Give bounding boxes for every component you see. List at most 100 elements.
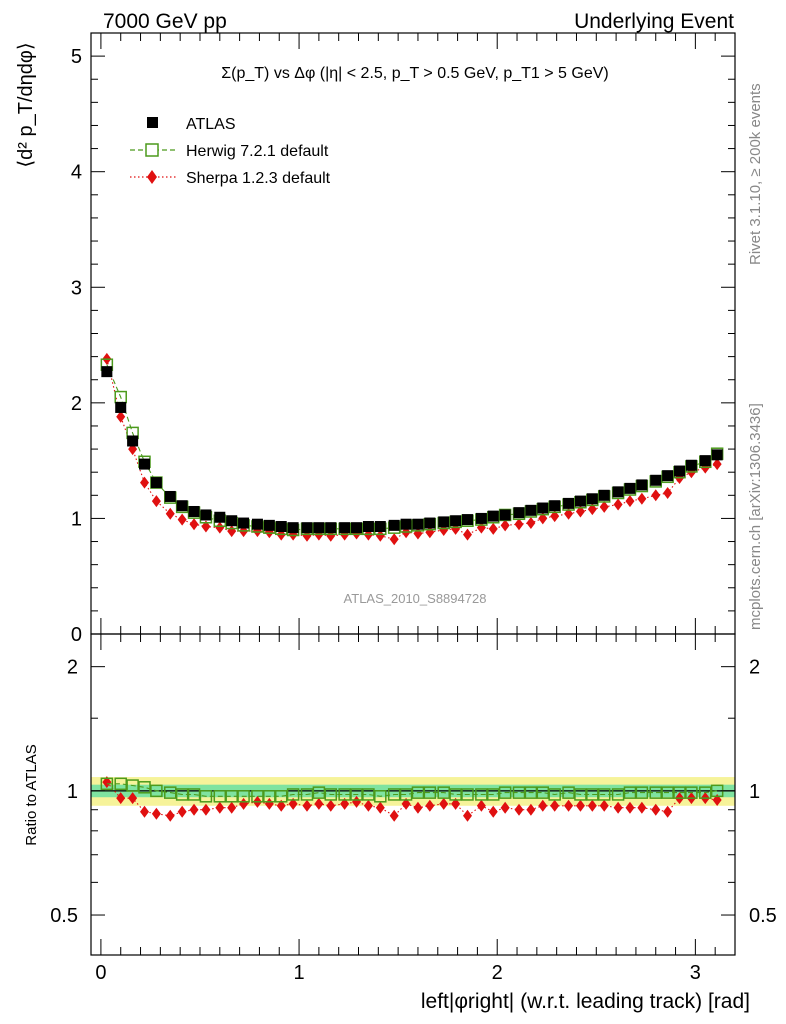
main-point-sherpa	[613, 498, 623, 511]
ratio-point-sherpa	[538, 799, 548, 812]
ratio-point-herwig	[449, 788, 462, 801]
main-point-atlas	[711, 449, 723, 461]
ratio-point-herwig	[423, 786, 437, 799]
main-point-atlas	[624, 482, 636, 494]
ratio-panel: 0 1 2 3 0.5 0.5 1 1 2 2 Ratio to ATLAS left|φrigh…	[23, 633, 777, 1013]
main-point-atlas	[685, 459, 697, 471]
ratio-point-herwig	[649, 786, 662, 799]
main-point-sherpa	[651, 489, 661, 502]
main-point-sherpa	[462, 528, 472, 541]
ratio-point-sherpa	[625, 801, 635, 814]
main-ytick-label: 5	[71, 46, 82, 68]
main-point-sherpa	[663, 486, 673, 499]
main-point-sherpa	[375, 529, 385, 542]
ratio-point-herwig	[411, 786, 425, 799]
ratio-point-herwig	[611, 788, 625, 801]
ratio-point-sherpa	[140, 805, 150, 818]
ratio-point-sherpa	[102, 776, 112, 789]
main-point-sherpa	[389, 533, 399, 546]
main-point-sherpa	[526, 517, 536, 530]
ratio-point-sherpa	[462, 809, 472, 822]
main-point-atlas	[574, 495, 586, 507]
xtick-label: 2	[492, 962, 503, 984]
main-point-atlas	[461, 514, 473, 526]
main-point-atlas	[699, 455, 711, 467]
main-point-atlas	[525, 504, 537, 516]
main-point-atlas	[287, 522, 299, 534]
header-left-label: 7000 GeV pp	[103, 10, 227, 33]
ratio-point-sherpa	[375, 801, 385, 814]
ratio-point-herwig	[338, 788, 351, 801]
legend-sherpa-marker	[147, 170, 157, 184]
legend-sherpa-label: Sherpa 1.2.3 default	[186, 170, 331, 187]
ratio-point-sherpa	[177, 805, 187, 818]
ratio-point-sherpa	[326, 799, 336, 812]
ratio-point-herwig	[574, 788, 587, 801]
main-point-atlas	[586, 493, 598, 505]
ratio-point-herwig	[597, 788, 611, 801]
main-point-atlas	[313, 522, 325, 534]
ratio-point-sherpa	[314, 797, 324, 810]
ratio-series-layer	[100, 776, 724, 822]
ratio-point-sherpa	[389, 809, 399, 822]
ratio-point-sherpa	[663, 805, 673, 818]
header-right-label: Underlying Event	[574, 10, 734, 33]
ratio-point-sherpa	[276, 799, 286, 812]
ratio-point-sherpa	[637, 801, 647, 814]
ratio-point-herwig	[661, 786, 674, 799]
legend-entry-atlas: ATLAS	[147, 116, 236, 133]
ratio-ytick-label-left: 2	[67, 657, 78, 679]
ratio-point-herwig	[536, 786, 550, 799]
main-ytick-label: 1	[71, 508, 82, 530]
ratio-point-sherpa	[165, 809, 175, 822]
ratio-point-sherpa	[451, 797, 461, 810]
ratio-point-sherpa	[500, 801, 510, 814]
main-point-sherpa	[488, 522, 498, 535]
main-point-atlas	[650, 474, 662, 486]
ratio-point-herwig	[562, 786, 575, 799]
main-point-atlas	[115, 401, 127, 413]
main-point-atlas	[263, 519, 275, 531]
main-point-atlas	[400, 518, 412, 530]
ratio-point-herwig	[512, 786, 526, 799]
ratio-point-sherpa	[363, 799, 373, 812]
main-point-atlas	[636, 479, 648, 491]
ratio-point-herwig	[586, 788, 599, 801]
main-panel: 0 1 2 3 4 5 Σ(p_T) vs Δφ (|η| < 2.5, p_T > 0.…	[15, 32, 736, 646]
main-point-atlas	[549, 500, 561, 512]
main-point-atlas	[101, 366, 113, 378]
main-point-atlas	[475, 512, 487, 524]
ratio-point-herwig	[300, 788, 314, 801]
ratio-ytick-label-left: 0.5	[50, 905, 78, 927]
ratio-point-herwig	[237, 790, 250, 803]
main-point-atlas	[499, 509, 511, 521]
main-point-sherpa	[500, 519, 510, 532]
ratio-point-sherpa	[151, 807, 161, 820]
ratio-point-sherpa	[613, 801, 623, 814]
ratio-axes: 0 1 2 3 0.5 0.5 1 1 2 2	[50, 634, 777, 984]
main-point-sherpa	[599, 500, 609, 513]
main-point-atlas	[362, 521, 374, 533]
main-point-atlas	[537, 502, 549, 514]
ratio-point-herwig	[225, 790, 238, 803]
ratio-point-sherpa	[227, 801, 237, 814]
ratio-point-sherpa	[116, 792, 126, 805]
main-point-atlas	[214, 511, 226, 523]
main-point-sherpa	[514, 518, 524, 531]
legend-atlas-marker	[147, 117, 158, 128]
x-axis-label: left|φright| (w.r.t. leading track) [rad…	[421, 990, 750, 1013]
ratio-point-sherpa	[215, 801, 225, 814]
main-point-sherpa	[189, 518, 199, 531]
main-point-sherpa	[116, 410, 126, 423]
main-point-atlas	[226, 515, 238, 527]
ratio-point-sherpa	[564, 799, 574, 812]
main-point-sherpa	[151, 495, 161, 508]
analysis-watermark: ATLAS_2010_S8894728	[344, 591, 487, 606]
ratio-point-herwig	[635, 786, 649, 799]
main-point-atlas	[200, 509, 212, 521]
ratio-point-sherpa	[401, 797, 411, 810]
main-ytick-label: 4	[71, 162, 82, 184]
xtick-label: 0	[95, 962, 106, 984]
main-point-atlas	[662, 470, 674, 482]
